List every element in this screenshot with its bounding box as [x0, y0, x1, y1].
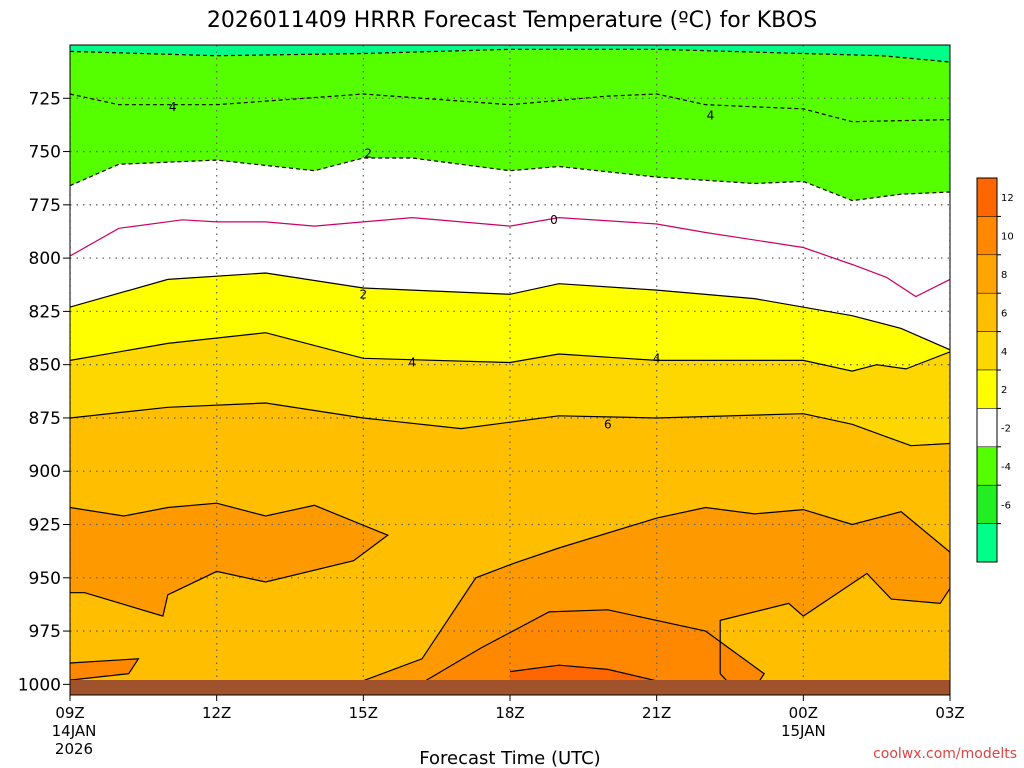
contour-line — [353, 506, 950, 685]
contour-line — [70, 502, 390, 617]
colorbar-swatch — [976, 216, 998, 256]
y-tick-label: 750 — [29, 143, 61, 163]
y-tick-label: 825 — [29, 302, 61, 322]
y-tick-label: 975 — [29, 622, 61, 642]
contour-label: 4 — [707, 108, 715, 122]
y-tick-label: 925 — [29, 516, 61, 536]
y-tick-label: 1000 — [18, 675, 61, 695]
colorbar-swatch — [976, 177, 998, 217]
y-tick-label: 775 — [29, 196, 61, 216]
colorbar-swatch — [976, 369, 998, 409]
contour-lines: 4 4 2 0 2 4 4 6 — [70, 48, 950, 690]
colorbar-swatch — [976, 446, 998, 486]
contour-label: 6 — [604, 417, 612, 431]
contour-label: 2 — [364, 147, 372, 161]
y-tick-label: 850 — [29, 356, 61, 376]
colorbar-label: 4 — [1001, 347, 1007, 358]
x-tick-label: 15Z — [349, 704, 378, 722]
y-tick-label: 950 — [29, 569, 61, 589]
grid-lines — [70, 45, 950, 695]
contour-line — [70, 658, 140, 681]
y-tick-label: 900 — [29, 462, 61, 482]
contour-label: 2 — [360, 287, 368, 301]
x-tick-label: 21Z — [642, 704, 671, 722]
plot-area: 4 4 2 0 2 4 4 6 — [70, 45, 950, 695]
band-10-12-center — [412, 609, 765, 689]
chart-title: 2026011409 HRRR Forecast Temperature (ºC… — [207, 8, 817, 33]
y-tick-label: 875 — [29, 409, 61, 429]
x-tick-sublabel: 15JAN — [781, 722, 826, 740]
x-tick-label: 09Z — [55, 704, 84, 722]
colorbar-label: -6 — [1001, 500, 1011, 511]
x-tick-sublabel: 2026 — [55, 740, 93, 758]
y-tick-label: 725 — [29, 89, 61, 109]
x-tick-label: 18Z — [495, 704, 524, 722]
contour-label: 4 — [653, 351, 661, 365]
contour-line — [70, 93, 950, 123]
contour-line — [70, 48, 950, 63]
contour-line — [411, 609, 766, 690]
credit-link[interactable]: coolwx.com/modelts — [873, 746, 1017, 762]
contour-line — [70, 157, 950, 202]
colorbar-swatch — [976, 484, 998, 524]
colorbar-label: 6 — [1001, 308, 1007, 319]
colorbar-swatch — [976, 523, 998, 563]
colorbar-label: 10 — [1001, 232, 1014, 243]
band-minus-4-minus-2 — [70, 49, 950, 201]
colorbar: 12 10 8 6 4 2 -2 -4 -6 — [976, 177, 1014, 563]
x-tick-label: 00Z — [789, 704, 818, 722]
contour-line — [70, 272, 950, 351]
x-tick-label: 03Z — [935, 704, 964, 722]
contour-line — [70, 216, 950, 298]
colorbar-swatch — [976, 331, 998, 371]
x-axis-label: Forecast Time (UTC) — [419, 748, 600, 768]
contour-label: 4 — [169, 100, 177, 114]
ground-surface — [70, 680, 950, 695]
colorbar-swatch — [976, 292, 998, 332]
x-tick-sublabel: 14JAN — [52, 722, 97, 740]
colorbar-label: -4 — [1001, 462, 1011, 473]
contour-label: 4 — [408, 356, 416, 370]
y-tick-label: 800 — [29, 249, 61, 269]
colorbar-label: 12 — [1001, 193, 1014, 204]
contour-label: 0 — [550, 213, 558, 227]
colorbar-label: -2 — [1001, 424, 1011, 435]
band-8-10-upper — [70, 503, 388, 617]
colorbar-label: 2 — [1001, 385, 1007, 396]
band-below-minus-6 — [70, 45, 950, 62]
y-axis: 725 750 775 800 825 850 875 900 925 950 975 1000 — [18, 89, 70, 695]
colorbar-frame — [976, 177, 998, 563]
x-tick-label: 12Z — [202, 704, 231, 722]
contour-line — [70, 332, 950, 372]
colorbar-swatch — [976, 254, 998, 294]
colorbar-swatch — [976, 408, 998, 448]
band-10-12-left — [70, 658, 139, 681]
colorbar-label: 8 — [1001, 270, 1007, 281]
band-2-4 — [70, 273, 950, 372]
contour-line — [70, 402, 950, 447]
